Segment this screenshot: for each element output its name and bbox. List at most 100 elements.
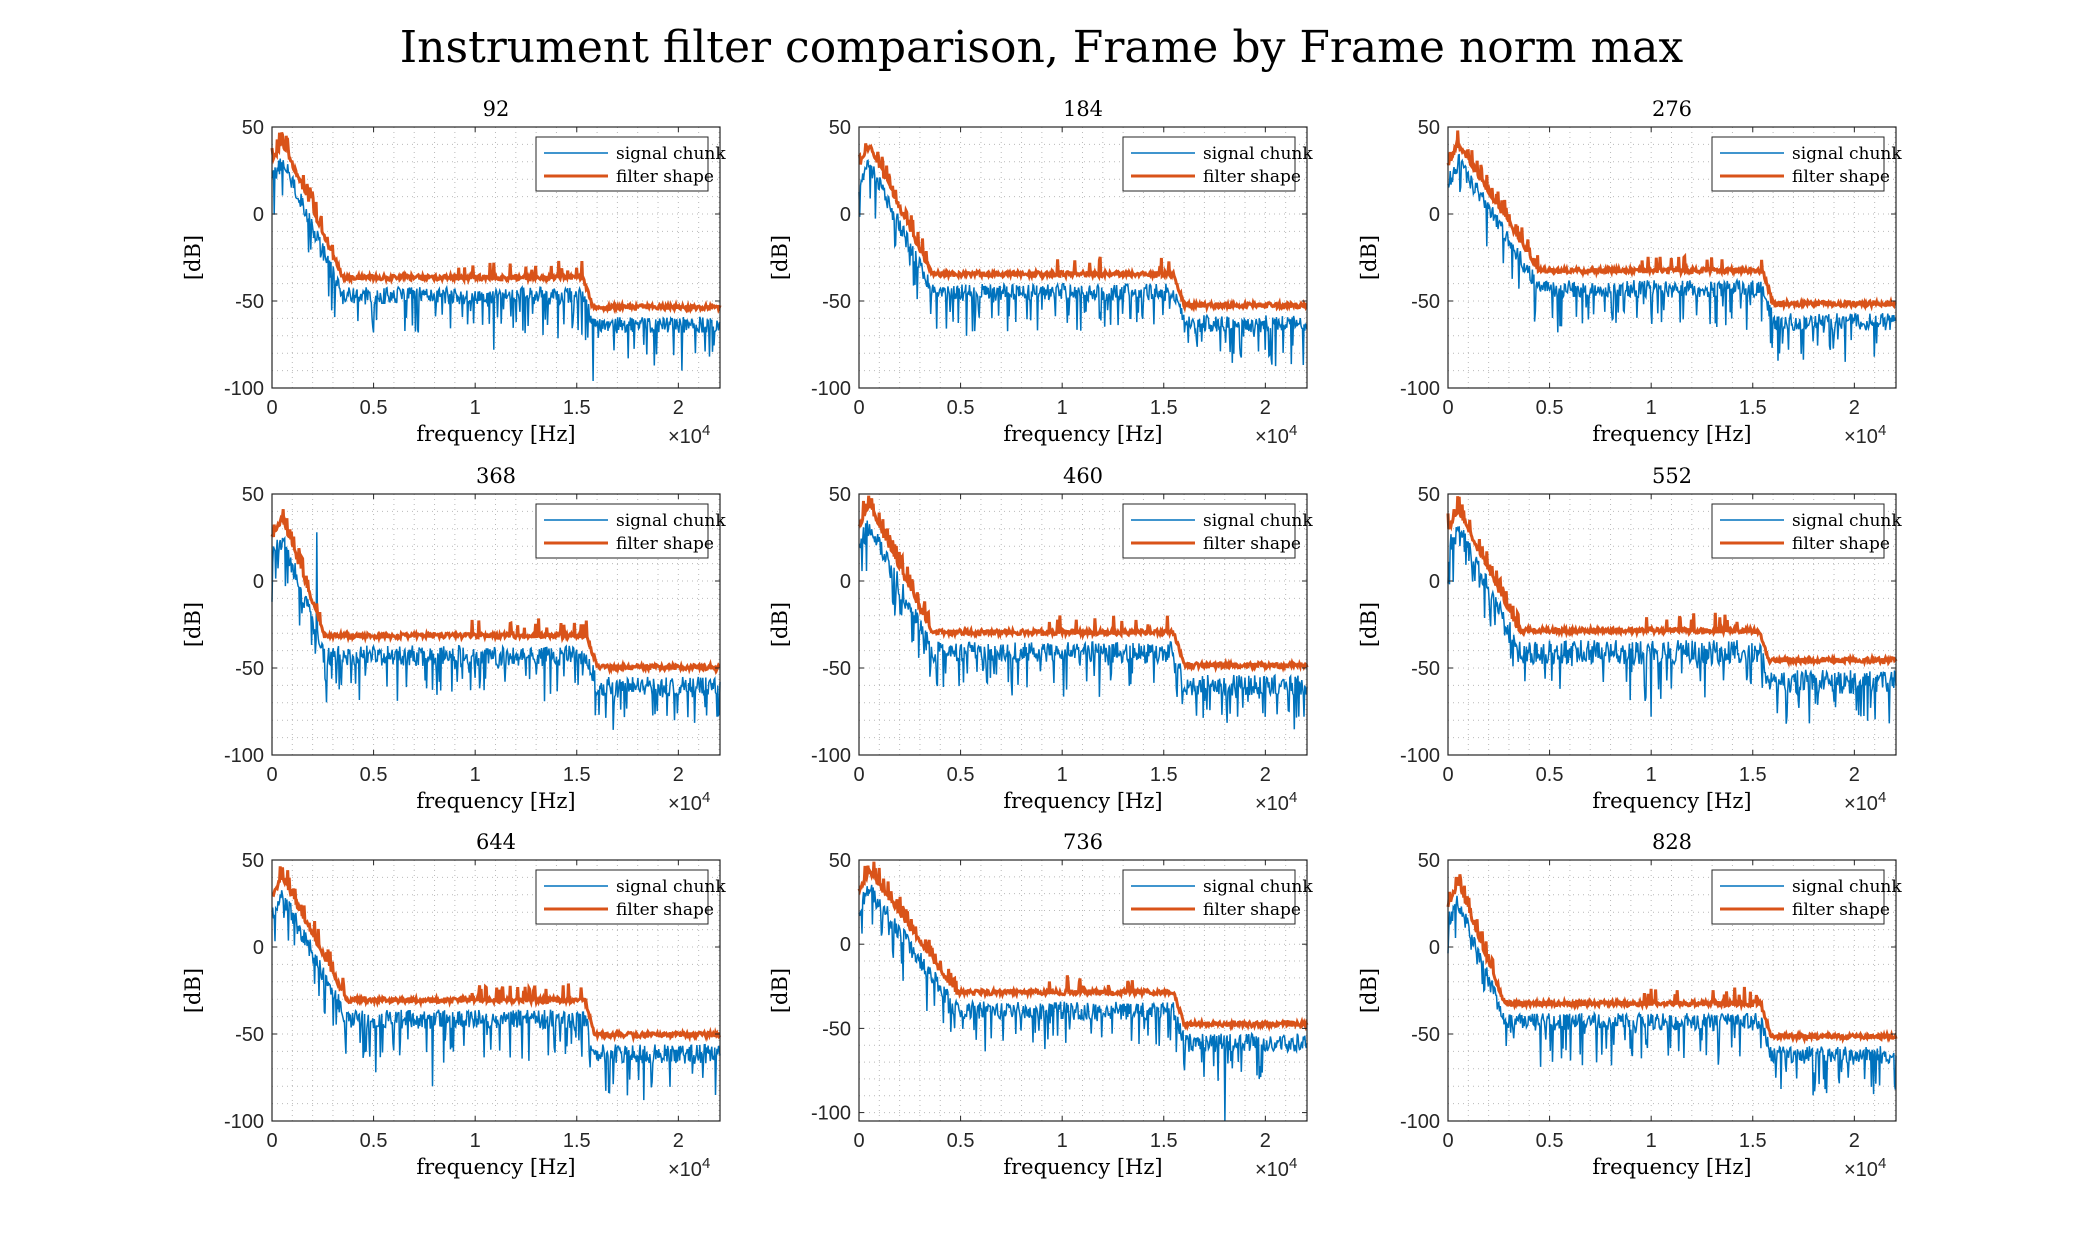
x-exponent-label: ×104 xyxy=(668,1155,710,1181)
y-tick-label: 0 xyxy=(840,204,851,226)
y-tick-label: -50 xyxy=(235,1024,264,1046)
legend: signal chunk filter shape xyxy=(1122,869,1313,925)
series-filter-shape xyxy=(1446,496,1898,668)
legend-box xyxy=(1711,869,1885,925)
series-filter-shape xyxy=(857,495,1309,674)
series-filter-shape xyxy=(857,143,1308,314)
x-exponent-label: ×104 xyxy=(1255,789,1297,815)
legend-label-signal: signal chunk xyxy=(616,144,726,164)
legend-box xyxy=(1122,136,1296,192)
axes-box xyxy=(858,493,1308,756)
x-tick-label: 0 xyxy=(853,1130,864,1152)
y-tick-label: 50 xyxy=(829,484,851,506)
legend-label-signal: signal chunk xyxy=(1792,144,1902,164)
legend: signal chunk filter shape xyxy=(1711,136,1902,192)
series-filter-shape xyxy=(1446,874,1898,1045)
y-tick-label: -50 xyxy=(235,291,264,313)
y-tick-label: -50 xyxy=(235,658,264,680)
y-axis-label: [dB] xyxy=(768,602,792,647)
y-tick-label: -100 xyxy=(811,745,851,767)
y-tick-label: -50 xyxy=(822,1018,851,1040)
legend-label-signal: signal chunk xyxy=(1792,877,1902,897)
subplot-736: 0 0.5 1 1.5 2 -100 -50 0 50 ×104 736 frequency [Hz]… xyxy=(768,830,1313,1181)
x-tick-label: 1.5 xyxy=(1150,764,1178,786)
subplot-92: 0 0.5 1 1.5 2 -100 -50 0 50 ×104 92 frequency [Hz] [… xyxy=(181,97,726,448)
x-tick-label: 0.5 xyxy=(947,1130,975,1152)
legend-box xyxy=(1122,503,1296,559)
x-tick-label: 1 xyxy=(1057,397,1068,419)
legend-label-filter: filter shape xyxy=(1792,900,1890,920)
x-exponent-label: ×104 xyxy=(668,422,710,448)
series-signal-chunk xyxy=(271,890,721,1101)
x-tick-label: 0.5 xyxy=(947,764,975,786)
subplot-828: 0 0.5 1 1.5 2 -100 -50 0 50 ×104 828 frequency [Hz]… xyxy=(1357,830,1902,1181)
legend: signal chunk filter shape xyxy=(1122,136,1313,192)
x-tick-label: 2 xyxy=(1849,397,1860,419)
x-exponent-label: ×104 xyxy=(1844,422,1886,448)
axes-box xyxy=(271,126,721,389)
y-tick-label: 50 xyxy=(829,117,851,139)
y-axis-label: [dB] xyxy=(768,235,792,280)
series-filter-shape xyxy=(857,861,1309,1033)
legend-label-filter: filter shape xyxy=(1792,167,1890,187)
y-tick-label: -100 xyxy=(1400,1111,1440,1133)
x-tick-label: 1 xyxy=(1646,764,1657,786)
series-filter-shape xyxy=(1446,130,1897,312)
legend: signal chunk filter shape xyxy=(1711,869,1902,925)
y-tick-label: 50 xyxy=(1418,484,1440,506)
axes-box xyxy=(271,493,721,756)
y-tick-label: 50 xyxy=(829,850,851,872)
y-tick-label: 0 xyxy=(1429,204,1440,226)
legend-label-signal: signal chunk xyxy=(1792,511,1902,531)
x-axis-label: frequency [Hz] xyxy=(416,789,575,813)
x-axis-label: frequency [Hz] xyxy=(1592,789,1751,813)
y-tick-label: -50 xyxy=(1411,291,1440,313)
y-axis-label: [dB] xyxy=(768,968,792,1013)
legend-box xyxy=(535,869,709,925)
subplot-title: 736 xyxy=(1063,830,1103,854)
y-tick-label: 50 xyxy=(242,850,264,872)
x-exponent-label: ×104 xyxy=(1844,789,1886,815)
legend-label-filter: filter shape xyxy=(1203,900,1301,920)
x-tick-label: 2 xyxy=(1849,1130,1860,1152)
y-axis-label: [dB] xyxy=(181,602,205,647)
subplot-title: 276 xyxy=(1652,97,1692,121)
subplot-184: 0 0.5 1 1.5 2 -100 -50 0 50 ×104 184 frequency [Hz]… xyxy=(768,97,1313,448)
legend-label-signal: signal chunk xyxy=(616,511,726,531)
x-tick-label: 0.5 xyxy=(1536,1130,1564,1152)
page-title: Instrument filter comparison, Frame by F… xyxy=(399,22,1684,73)
x-axis-label: frequency [Hz] xyxy=(1592,422,1751,446)
legend-label-signal: signal chunk xyxy=(1203,877,1313,897)
series-signal-chunk xyxy=(1447,525,1897,724)
x-exponent-label: ×104 xyxy=(1255,422,1297,448)
x-axis-label: frequency [Hz] xyxy=(416,1155,575,1179)
y-tick-label: -100 xyxy=(224,378,264,400)
y-tick-label: -100 xyxy=(224,1111,264,1133)
x-tick-label: 2 xyxy=(1849,764,1860,786)
x-tick-label: 0 xyxy=(853,764,864,786)
x-axis-label: frequency [Hz] xyxy=(416,422,575,446)
y-axis-label: [dB] xyxy=(1357,235,1381,280)
x-axis-label: frequency [Hz] xyxy=(1592,1155,1751,1179)
series-signal-chunk xyxy=(1447,153,1897,362)
x-tick-label: 0.5 xyxy=(360,397,388,419)
legend-box xyxy=(1711,136,1885,192)
subplot-460: 0 0.5 1 1.5 2 -100 -50 0 50 ×104 460 frequency [Hz]… xyxy=(768,464,1313,815)
x-tick-label: 1 xyxy=(1646,1130,1657,1152)
series-filter-shape xyxy=(270,509,721,676)
subplot-644: 0 0.5 1 1.5 2 -100 -50 0 50 ×104 644 frequency [Hz]… xyxy=(181,830,726,1181)
x-tick-label: 1.5 xyxy=(1150,1130,1178,1152)
x-tick-label: 0 xyxy=(266,764,277,786)
x-tick-label: 1 xyxy=(1057,764,1068,786)
x-tick-label: 0 xyxy=(266,397,277,419)
y-tick-label: -50 xyxy=(1411,1024,1440,1046)
legend-label-filter: filter shape xyxy=(616,900,714,920)
axes-box xyxy=(1447,859,1897,1122)
x-exponent-label: ×104 xyxy=(1255,1155,1297,1181)
x-tick-label: 1 xyxy=(470,397,481,419)
x-tick-label: 1 xyxy=(1057,1130,1068,1152)
x-tick-label: 0 xyxy=(1442,397,1453,419)
legend: signal chunk filter shape xyxy=(535,136,726,192)
series-filter-shape xyxy=(270,131,722,315)
